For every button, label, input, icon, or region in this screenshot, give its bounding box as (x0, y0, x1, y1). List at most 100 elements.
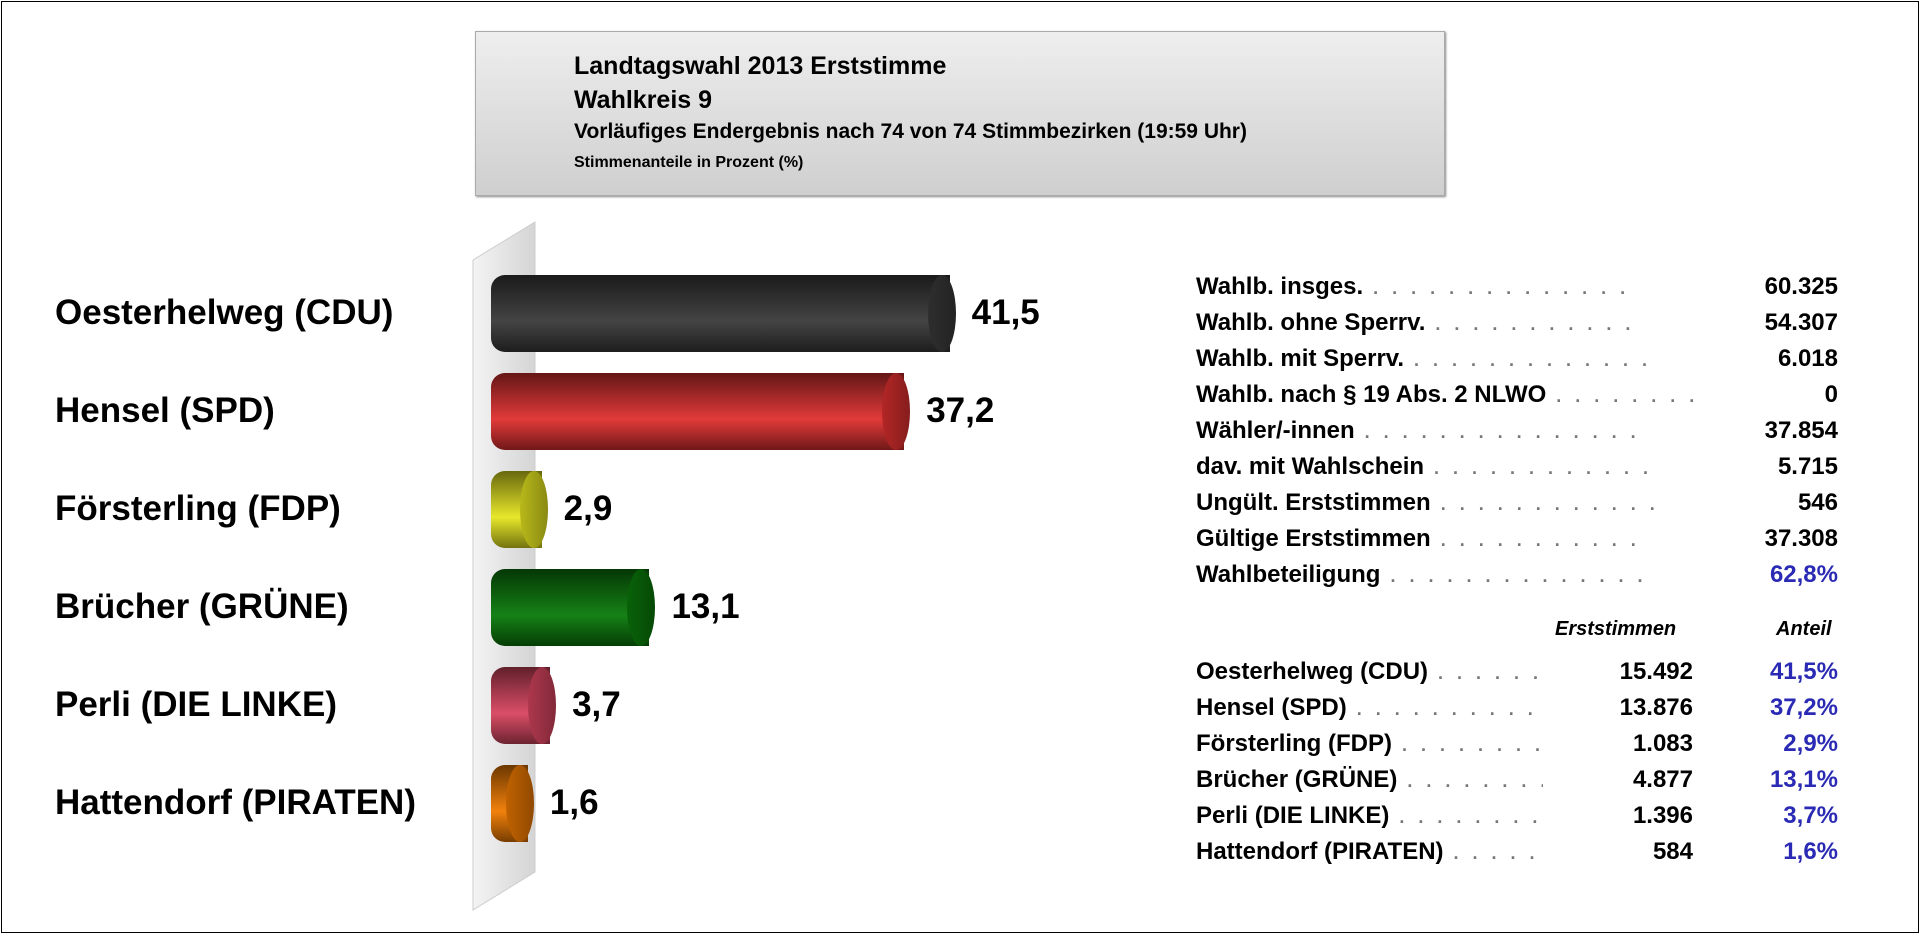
candidate-name: Perli (DIE LINKE) (1196, 802, 1390, 829)
dot-leader: ........................................ (1556, 386, 1696, 406)
bar-cap (882, 373, 911, 450)
stats-label: Gültige Erststimmen (1196, 525, 1431, 552)
bar (491, 667, 557, 744)
category-label: Hensel (SPD) (55, 391, 275, 430)
stats-value: 37.308 (1764, 525, 1838, 552)
bar-cap (927, 275, 956, 352)
district-title: Wahlkreis 9 (574, 86, 713, 114)
candidate-name: Hattendorf (PIRATEN) (1196, 838, 1444, 865)
result-row: Brücher (GRÜNE).........................… (1196, 766, 1838, 802)
dot-leader: .............................. (1438, 663, 1543, 683)
dot-leader: ........................................ (1364, 422, 1637, 442)
stats-label: Wähler/-innen (1196, 417, 1355, 444)
value-label: 1,6 (549, 783, 599, 822)
stats-value: 0 (1824, 381, 1838, 408)
candidate-votes: 584 (1652, 838, 1693, 865)
unit-text: Stimmenanteile in Prozent (%) (574, 154, 804, 171)
candidate-share: 37,2% (1769, 694, 1838, 721)
bar (491, 765, 534, 842)
results-table: Oesterhelweg (CDU)......................… (1196, 658, 1838, 874)
stats-value: 546 (1797, 489, 1838, 516)
candidate-votes: 1.083 (1632, 730, 1693, 757)
dot-leader: ........................................ (1434, 458, 1650, 478)
candidate-name: Försterling (FDP) (1196, 730, 1392, 757)
stats-value: 54.307 (1764, 309, 1838, 336)
stats-label: Wahlb. nach § 19 Abs. 2 NLWO (1196, 381, 1547, 408)
candidate-name: Hensel (SPD) (1196, 694, 1347, 721)
result-row: Hattendorf (PIRATEN)....................… (1196, 838, 1838, 874)
candidate-share: 1,6% (1783, 838, 1838, 865)
stats-value: 5.715 (1777, 453, 1838, 480)
dot-leader: ........................................ (1440, 494, 1670, 514)
category-label: Oesterhelweg (CDU) (55, 293, 394, 332)
bar (491, 275, 956, 352)
dot-leader: ........................................ (1373, 278, 1636, 298)
stats-row: Wähler/-innen...........................… (1196, 417, 1838, 453)
dot-leader: .............................. (1453, 843, 1543, 863)
votes-column-header: Erststimmen (1555, 618, 1677, 640)
bar (491, 373, 911, 450)
candidate-share: 41,5% (1769, 658, 1838, 685)
dot-leader: ........................................ (1440, 530, 1637, 550)
dot-leader: ........................................ (1414, 350, 1650, 370)
stats-value: 62,8% (1769, 561, 1838, 588)
stats-row: Wahlbeteiligung.........................… (1196, 561, 1838, 597)
share-column-header: Anteil (1776, 618, 1832, 640)
bar (491, 569, 656, 646)
stats-row: dav. mit Wahlschein.....................… (1196, 453, 1838, 489)
candidate-votes: 4.877 (1632, 766, 1693, 793)
stats-label: Wahlbeteiligung (1196, 561, 1381, 588)
candidate-votes: 15.492 (1619, 658, 1693, 685)
bar-cap (519, 471, 548, 548)
result-row: Hensel (SPD)............................… (1196, 694, 1838, 730)
value-label: 3,7 (572, 685, 621, 724)
stats-row: Wahlb. ohne Sperrv......................… (1196, 309, 1838, 345)
title-box: Landtagswahl 2013 Erststimme Wahlkreis 9… (475, 31, 1445, 196)
category-label: Brücher (GRÜNE) (55, 587, 349, 626)
value-label: 41,5 (971, 293, 1040, 332)
stats-row: Gültige Erststimmen.....................… (1196, 525, 1838, 561)
candidate-name: Oesterhelweg (CDU) (1196, 658, 1429, 685)
dot-leader: ........................................ (1435, 314, 1636, 334)
bar-cap (505, 765, 534, 842)
candidate-share: 3,7% (1783, 802, 1838, 829)
bar (491, 471, 548, 548)
stats-row: Wahlb. insges...........................… (1196, 273, 1838, 309)
dot-leader: .............................. (1356, 699, 1543, 719)
dot-leader: .............................. (1399, 807, 1543, 827)
stats-label: Wahlb. ohne Sperrv. (1196, 309, 1426, 336)
candidate-name: Brücher (GRÜNE) (1196, 766, 1398, 793)
result-row: Perli (DIE LINKE).......................… (1196, 802, 1838, 838)
candidate-share: 2,9% (1783, 730, 1838, 757)
stats-row: Wahlb. mit Sperrv.......................… (1196, 345, 1838, 381)
stats-row: Ungült. Erststimmen.....................… (1196, 489, 1838, 525)
stats-row: Wahlb. nach § 19 Abs. 2 NLWO............… (1196, 381, 1838, 417)
candidate-votes: 13.876 (1619, 694, 1693, 721)
stats-value: 37.854 (1764, 417, 1838, 444)
candidate-share: 13,1% (1769, 766, 1838, 793)
dot-leader: ........................................ (1390, 566, 1642, 586)
bar-cap (627, 569, 656, 646)
dot-leader: .............................. (1407, 771, 1543, 791)
stats-label: dav. mit Wahlschein (1196, 453, 1425, 480)
stats-label: Wahlb. mit Sperrv. (1196, 345, 1405, 372)
dot-leader: .............................. (1402, 735, 1543, 755)
category-label: Försterling (FDP) (55, 489, 341, 528)
stats-value: 6.018 (1777, 345, 1838, 372)
chart-title: Landtagswahl 2013 Erststimme (574, 52, 947, 80)
stats-value: 60.325 (1764, 273, 1838, 300)
value-label: 37,2 (926, 391, 995, 430)
result-row: Oesterhelweg (CDU)......................… (1196, 658, 1838, 694)
stats-label: Ungült. Erststimmen (1196, 489, 1431, 516)
bar-cap (528, 667, 557, 744)
stats-table: Wahlb. insges...........................… (1196, 273, 1838, 597)
status-text: Vorläufiges Endergebnis nach 74 von 74 S… (574, 120, 1247, 143)
stats-label: Wahlb. insges. (1196, 273, 1364, 300)
candidate-votes: 1.396 (1632, 802, 1693, 829)
value-label: 13,1 (671, 587, 740, 626)
value-label: 2,9 (563, 489, 613, 528)
result-row: Försterling (FDP).......................… (1196, 730, 1838, 766)
category-label: Perli (DIE LINKE) (55, 685, 337, 724)
category-label: Hattendorf (PIRATEN) (55, 783, 416, 822)
